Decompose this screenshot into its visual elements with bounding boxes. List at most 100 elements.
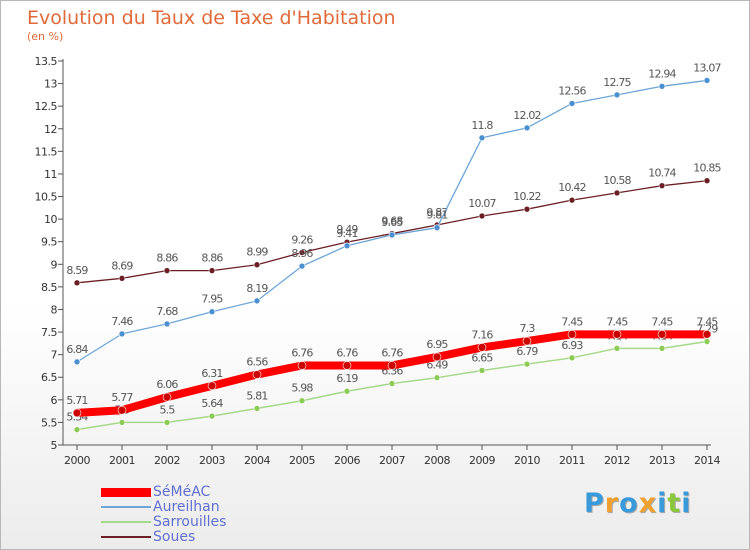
data-point-s-m-ac: [72, 408, 82, 418]
legend-swatch: [101, 506, 151, 508]
data-label-soues: 10.07: [468, 197, 496, 210]
x-tick-label: 2007: [379, 454, 405, 467]
data-point-sarrouilles: [613, 345, 621, 352]
data-point-soues: [298, 249, 306, 256]
x-tick-label: 2000: [64, 454, 90, 467]
data-point-sarrouilles: [73, 426, 81, 433]
data-point-soues: [478, 212, 486, 220]
data-label-sarrouilles: 5.5: [159, 403, 175, 416]
legend-swatch: [101, 488, 151, 497]
y-tick-label: 9.5: [41, 236, 57, 249]
data-label-soues: 10.85: [693, 162, 721, 175]
data-point-soues: [73, 279, 81, 287]
data-label-aureilhan: 12.56: [558, 84, 586, 97]
x-tick-label: 2011: [559, 454, 585, 467]
data-point-soues: [253, 261, 261, 269]
data-point-soues: [658, 182, 666, 189]
y-tick-label: 10: [44, 213, 57, 226]
data-label-soues: 10.22: [513, 190, 541, 203]
data-point-s-m-ac: [252, 370, 262, 379]
data-label-s-m-ac: 6.76: [336, 346, 358, 359]
data-point-sarrouilles: [478, 367, 486, 374]
y-tick-label: 6: [51, 394, 58, 407]
logo-letter: P: [584, 488, 605, 519]
data-label-aureilhan: 9.65: [381, 216, 403, 229]
data-point-sarrouilles: [163, 419, 171, 426]
data-label-s-m-ac: 7.16: [471, 328, 493, 341]
data-point-s-m-ac: [522, 336, 532, 346]
proxiti-logo[interactable]: Proxiti: [584, 488, 692, 519]
data-label-soues: 9.26: [291, 234, 313, 247]
data-label-s-m-ac: 6.76: [381, 346, 403, 359]
data-label-s-m-ac: 6.31: [201, 367, 222, 380]
data-label-aureilhan: 9.81: [426, 209, 447, 222]
data-point-s-m-ac: [612, 330, 622, 339]
data-label-soues: 10.74: [648, 167, 676, 180]
data-point-sarrouilles: [118, 419, 126, 426]
logo-letter: x: [638, 488, 658, 519]
data-point-aureilhan: [568, 100, 576, 107]
data-label-sarrouilles: 6.65: [471, 351, 493, 364]
chart-subtitle: (en %): [27, 30, 64, 43]
data-label-sarrouilles: 5.64: [201, 397, 223, 410]
logo-letter: o: [619, 488, 639, 519]
y-tick-label: 7: [51, 349, 58, 362]
data-point-soues: [568, 196, 576, 204]
data-point-soues: [703, 177, 711, 185]
data-point-aureilhan: [118, 330, 126, 338]
y-tick-label: 7.5: [41, 326, 57, 339]
data-point-sarrouilles: [298, 397, 306, 405]
data-label-aureilhan: 11.8: [471, 119, 493, 132]
logo-letter: i: [657, 488, 668, 519]
data-label-aureilhan: 7.68: [156, 305, 178, 318]
legend-label: Aureilhan: [153, 499, 220, 515]
data-point-sarrouilles: [208, 412, 216, 420]
data-point-sarrouilles: [433, 374, 441, 381]
y-tick-label: 12: [44, 123, 57, 136]
data-point-s-m-ac: [432, 352, 442, 362]
data-label-aureilhan: 12.02: [513, 109, 541, 122]
data-point-sarrouilles: [568, 354, 576, 362]
data-label-soues: 10.42: [558, 181, 586, 194]
y-tick-label: 11: [44, 168, 57, 181]
data-label-aureilhan: 12.75: [603, 76, 631, 89]
data-point-aureilhan: [613, 91, 621, 99]
x-tick-label: 2008: [424, 454, 450, 467]
data-label-sarrouilles: 6.93: [561, 339, 583, 352]
y-tick-label: 11.5: [35, 145, 58, 158]
data-point-sarrouilles: [343, 387, 351, 395]
data-point-aureilhan: [658, 82, 666, 90]
data-point-sarrouilles: [388, 380, 396, 387]
data-label-soues: 10.58: [603, 174, 631, 187]
data-point-aureilhan: [163, 320, 171, 328]
logo-letter: t: [667, 488, 682, 519]
data-point-soues: [163, 267, 171, 274]
legend-label: Soues: [153, 529, 196, 545]
data-label-sarrouilles: 5.98: [291, 382, 313, 395]
data-point-aureilhan: [523, 124, 531, 132]
data-label-sarrouilles: 5.81: [246, 389, 267, 402]
data-point-sarrouilles: [703, 338, 711, 345]
data-label-s-m-ac: 5.77: [111, 391, 133, 404]
data-label-soues: 8.86: [201, 252, 223, 265]
data-label-aureilhan: 8.19: [246, 282, 268, 295]
data-label-aureilhan: 8.96: [291, 247, 313, 260]
data-label-aureilhan: 12.94: [648, 67, 676, 80]
legend-label: Sarrouilles: [153, 514, 227, 530]
data-label-soues: 8.99: [246, 246, 268, 259]
data-label-soues: 8.59: [66, 264, 88, 277]
data-point-aureilhan: [703, 77, 711, 84]
data-point-aureilhan: [343, 242, 351, 250]
x-tick-label: 2012: [604, 454, 630, 467]
data-point-aureilhan: [478, 134, 486, 142]
data-label-aureilhan: 9.41: [336, 227, 357, 240]
data-point-aureilhan: [388, 231, 396, 239]
x-tick-label: 2003: [199, 454, 225, 467]
data-label-sarrouilles: 6.49: [426, 359, 448, 372]
data-point-aureilhan: [433, 224, 441, 232]
y-tick-label: 13: [44, 78, 57, 91]
data-point-sarrouilles: [253, 405, 261, 412]
y-tick-label: 8.5: [41, 281, 57, 294]
x-tick-label: 2010: [514, 454, 540, 467]
